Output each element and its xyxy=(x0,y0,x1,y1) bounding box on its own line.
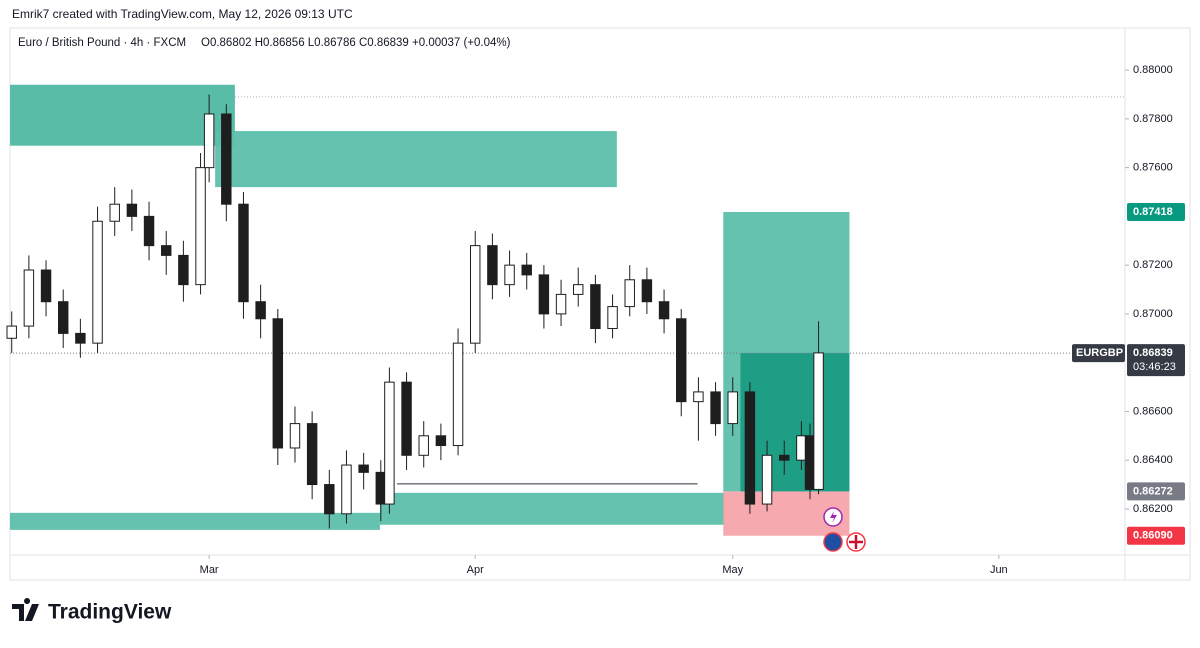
candle-body xyxy=(452,342,464,447)
candle-body xyxy=(272,318,284,449)
candle-body xyxy=(727,391,738,425)
y-tick-label: 0.86200 xyxy=(1133,503,1173,515)
candle-body xyxy=(324,484,335,515)
y-tick-label: 0.88000 xyxy=(1133,64,1173,76)
candle-body xyxy=(401,381,412,456)
symbol-label: EURGBP xyxy=(1076,347,1123,359)
candle-body xyxy=(487,245,498,286)
ohlc-info: O0.86802 H0.86856 L0.86786 C0.86839 +0.0… xyxy=(201,37,511,49)
profit-area xyxy=(740,353,850,492)
candle-body xyxy=(804,435,816,490)
candle-body xyxy=(418,435,429,456)
zone xyxy=(10,84,235,146)
candle-body xyxy=(109,203,120,222)
candle-body xyxy=(590,284,601,330)
stop-price-label: 0.86090 xyxy=(1133,530,1173,542)
candle-body xyxy=(6,325,17,339)
last-price-label: 0.86839 xyxy=(1133,347,1173,359)
zone xyxy=(215,131,617,188)
candle-body xyxy=(126,203,138,217)
candle-body xyxy=(624,279,635,308)
candle-body xyxy=(555,293,567,315)
target-price-box xyxy=(1127,202,1185,221)
chart-title: Euro / British Pound · 4h · FXCM xyxy=(18,37,186,49)
eu-flag-icon[interactable] xyxy=(823,532,843,552)
y-tick-label: 0.87000 xyxy=(1133,308,1173,320)
candle-body xyxy=(203,113,215,169)
x-tick-label: May xyxy=(722,564,743,576)
candle-body xyxy=(676,318,687,403)
candle-body xyxy=(693,391,704,403)
x-tick-label: Mar xyxy=(200,564,219,576)
uk-cross xyxy=(849,535,863,549)
candle-body xyxy=(641,279,653,303)
footer-brand: TradingView xyxy=(48,601,172,624)
candle-body xyxy=(160,245,172,256)
last-price-box xyxy=(1127,344,1185,377)
candle-body xyxy=(796,435,807,461)
candle-body xyxy=(40,269,52,303)
candle-body xyxy=(521,264,532,276)
candle-body xyxy=(761,454,773,505)
candle-body xyxy=(221,113,232,205)
y-tick-label: 0.86400 xyxy=(1133,454,1173,466)
candle-body xyxy=(306,423,318,486)
candle-body xyxy=(504,264,515,286)
candle-body xyxy=(143,215,155,247)
countdown-label: 03:46:23 xyxy=(1133,361,1176,373)
candle-body xyxy=(710,391,721,425)
logo-mark xyxy=(12,598,39,621)
entry-price-box xyxy=(1127,482,1185,501)
candle-body xyxy=(607,306,618,330)
candle-body xyxy=(658,301,670,320)
chart-frame xyxy=(9,27,1191,581)
event-icons xyxy=(823,507,866,552)
target-price-label: 0.87418 xyxy=(1133,206,1173,218)
candle-body xyxy=(195,167,206,286)
candle-body xyxy=(92,220,103,344)
candle-body xyxy=(813,352,824,490)
candle-body xyxy=(57,301,69,334)
x-tick-label: Jun xyxy=(990,564,1008,576)
candle-body xyxy=(23,269,35,327)
candle-body xyxy=(358,464,369,473)
y-tick-label: 0.86600 xyxy=(1133,405,1173,417)
candle-body xyxy=(75,332,86,344)
zone xyxy=(10,512,380,530)
candle-body xyxy=(470,245,481,344)
candle-body xyxy=(178,254,189,286)
candle-body xyxy=(341,464,352,515)
candle-body xyxy=(375,471,387,505)
y-tick-label: 0.87200 xyxy=(1133,259,1173,271)
x-tick-label: Apr xyxy=(467,564,484,576)
y-tick-label: 0.87600 xyxy=(1133,162,1173,174)
lightning-glyph xyxy=(830,511,837,523)
candle-body xyxy=(255,301,266,320)
stop-price-box xyxy=(1127,526,1185,545)
header: Emrik7 created with TradingView.com, May… xyxy=(12,7,353,21)
candle-body xyxy=(744,391,756,505)
entry-price-label: 0.86272 xyxy=(1133,485,1173,497)
candle-body xyxy=(573,284,584,295)
candle-body xyxy=(538,274,550,315)
candle-body xyxy=(289,423,301,449)
plot xyxy=(6,84,1125,536)
zone xyxy=(379,492,726,525)
candle-body xyxy=(435,435,447,447)
candle-body xyxy=(384,381,395,505)
candle-body xyxy=(238,203,249,303)
y-tick-label: 0.87800 xyxy=(1133,113,1173,125)
candle-body xyxy=(779,454,790,461)
logo: TradingView xyxy=(12,598,172,624)
symbol-box xyxy=(1072,344,1125,363)
